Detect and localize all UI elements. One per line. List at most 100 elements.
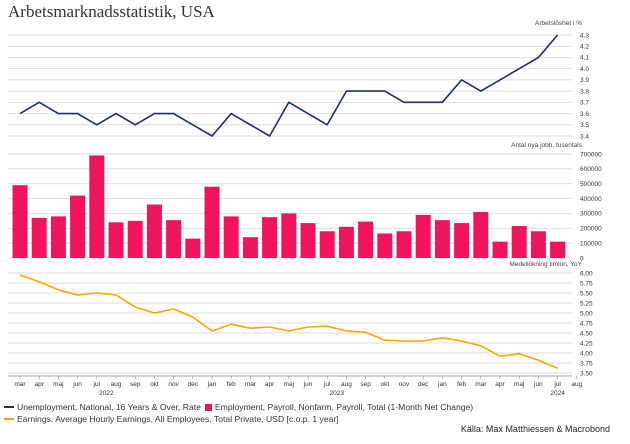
month-label: mar: [14, 381, 26, 388]
payroll-tick-label: 700000: [580, 151, 602, 158]
month-label: jul: [553, 381, 561, 388]
earnings-tick-label: 3.75: [580, 360, 593, 367]
payroll-panel: Antal nya jobb, tusentals 700000 600000 500…: [12, 142, 602, 262]
legend-item-payroll: Employment, Payroll, Nonfarm, Payroll, T…: [204, 402, 474, 412]
payroll-bar: [166, 220, 182, 258]
month-label: apr: [34, 381, 44, 388]
month-label: maj: [514, 381, 524, 388]
month-label: sep: [360, 381, 371, 388]
unemployment-tick-label: 3.4: [580, 133, 589, 140]
month-label: okt: [150, 381, 159, 388]
payroll-bar: [511, 226, 527, 258]
x-axis: mar apr maj jun jul aug sep okt nov dec jan feb mar a…: [8, 375, 583, 397]
legend-item-earnings: Earnings, Average Hourly Earnings, All E…: [4, 414, 339, 424]
earnings-tick-label: 5.50: [580, 290, 593, 297]
payroll-bar: [396, 231, 412, 258]
earnings-tick-label: 5.00: [580, 310, 593, 317]
earnings-series-line: [19, 274, 558, 369]
payroll-tick-label: 0: [580, 255, 584, 262]
month-label: jun: [72, 381, 82, 388]
month-label: apr: [495, 381, 505, 388]
month-label: mar: [245, 381, 257, 388]
payroll-bar: [454, 223, 470, 258]
month-label: jul: [93, 381, 101, 388]
payroll-bar: [492, 241, 508, 258]
month-label: jan: [437, 381, 447, 388]
payroll-bar: [550, 241, 566, 258]
earnings-tick-label: 3.50: [580, 370, 593, 377]
unemployment-tick-label: 3.8: [580, 88, 589, 95]
payroll-bar: [300, 223, 316, 258]
earnings-tick-label: 4.75: [580, 320, 593, 327]
month-label: mar: [475, 381, 487, 388]
earnings-tick-label: 6.00: [580, 270, 593, 277]
unemployment-tick-label: 3.6: [580, 111, 589, 118]
payroll-tick-label: 200000: [580, 226, 602, 233]
unemployment-tick-label: 4.1: [580, 55, 589, 62]
unemployment-tick-label: 3.7: [580, 100, 589, 107]
legend-label-payroll: Employment, Payroll, Nonfarm, Payroll, T…: [214, 402, 474, 412]
month-label: jan: [207, 381, 217, 388]
payroll-tick-label: 300000: [580, 211, 602, 218]
legend-swatch-earnings: [4, 418, 14, 420]
earnings-tick-label: 4.00: [580, 350, 593, 357]
payroll-bar: [31, 217, 47, 258]
legend-row-1: Unemployment, National, 16 Years & Over,…: [4, 402, 477, 412]
payroll-bar: [262, 217, 278, 258]
unemployment-series-line: [19, 34, 559, 137]
earnings-tick-label: 5.75: [580, 280, 593, 287]
month-label: jul: [323, 381, 331, 388]
month-label: jun: [533, 381, 543, 388]
payroll-bar: [146, 204, 162, 258]
earnings-tick-label: 4.25: [580, 340, 593, 347]
payroll-bar: [89, 155, 105, 258]
month-label: jun: [303, 381, 313, 388]
payroll-tick-label: 100000: [580, 240, 602, 247]
month-label: maj: [284, 381, 294, 388]
payroll-bar: [377, 233, 393, 258]
payroll-bar: [108, 222, 124, 258]
payroll-bar: [415, 214, 431, 258]
month-label: aug: [571, 381, 582, 388]
payroll-bar: [281, 213, 297, 258]
unemployment-axis-title: Arbetslöshet i %: [535, 20, 582, 27]
month-label: aug: [111, 381, 122, 388]
year-label: 2022: [99, 390, 114, 397]
payroll-bar: [127, 220, 143, 258]
payroll-tick-label: 600000: [580, 166, 602, 173]
payroll-tick-label: 500000: [580, 181, 602, 188]
month-label: feb: [227, 381, 236, 388]
unemployment-tick-label: 4.3: [580, 32, 589, 39]
legend-label-earnings: Earnings, Average Hourly Earnings, All E…: [17, 414, 339, 424]
month-label: nov: [168, 381, 179, 388]
payroll-bar: [319, 231, 335, 258]
unemployment-tick-label: 3.5: [580, 122, 589, 129]
payroll-bar: [530, 231, 546, 258]
unemployment-tick-label: 3.9: [580, 77, 589, 84]
earnings-tick-label: 5.25: [580, 300, 593, 307]
payroll-bar: [434, 220, 450, 258]
legend-row-2: Earnings, Average Hourly Earnings, All E…: [4, 414, 343, 424]
payroll-bar: [70, 195, 86, 258]
legend-item-unemployment: Unemployment, National, 16 Years & Over,…: [4, 402, 201, 412]
payroll-bar: [223, 216, 239, 258]
month-label: sep: [130, 381, 141, 388]
payroll-bar: [242, 237, 258, 258]
legend-swatch-unemployment: [4, 406, 14, 408]
month-label: aug: [341, 381, 352, 388]
payroll-bar: [185, 238, 201, 258]
source-note: Källa: Max Matthiessen & Macrobond: [460, 424, 610, 434]
earnings-panel: Medellökning timlön, YoY 6.00 5.75 5.50 5.25…: [19, 261, 593, 377]
chart-area: Arbetslöshet i % 4.3 4.2 4.1 4.0 3.9 3.8 3.7 3.6…: [8, 20, 602, 397]
month-label: dec: [418, 381, 429, 388]
unemployment-tick-label: 4.2: [580, 44, 589, 51]
payroll-bar: [358, 221, 374, 258]
year-label: 2024: [550, 390, 565, 397]
payroll-bar: [338, 226, 354, 258]
payroll-bar: [473, 211, 489, 258]
payroll-bar: [50, 216, 66, 258]
unemployment-panel: Arbetslöshet i % 4.3 4.2 4.1 4.0 3.9 3.8 3.7 3.6…: [19, 20, 589, 140]
earnings-axis-title: Medellökning timlön, YoY: [509, 261, 582, 268]
month-label: maj: [53, 381, 63, 388]
month-label: apr: [265, 381, 275, 388]
